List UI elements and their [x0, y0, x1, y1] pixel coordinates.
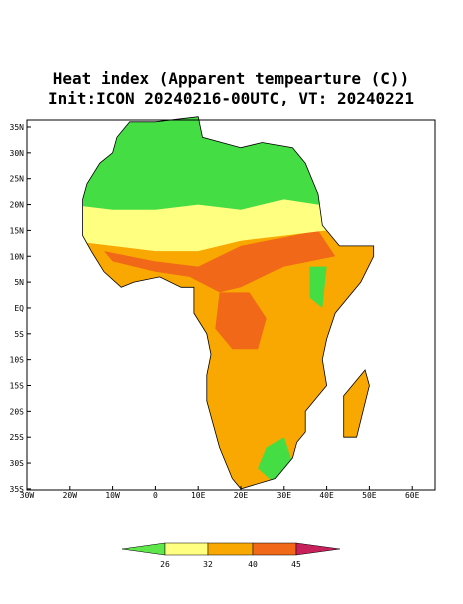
- coastline: [82, 116, 375, 490]
- colorbar-label: 32: [203, 560, 213, 569]
- lat-label: 30S: [10, 459, 25, 468]
- lat-label: 5N: [14, 278, 24, 287]
- region-hot: [104, 230, 336, 293]
- lon-label: 40E: [319, 491, 334, 500]
- lon-label: 30E: [277, 491, 292, 500]
- lat-label: 25N: [10, 175, 25, 184]
- lat-label: 20S: [10, 407, 25, 416]
- lon-label: 50E: [362, 491, 377, 500]
- map: [82, 116, 375, 490]
- land-fill: [82, 116, 374, 489]
- lat-label: 35N: [10, 123, 25, 132]
- lat-label: 20N: [10, 201, 25, 210]
- colorbar-yellow: [164, 542, 209, 556]
- lon-label: 60E: [405, 491, 420, 500]
- lon-label: 0: [153, 491, 158, 500]
- lat-label: 10N: [10, 252, 25, 261]
- lat-label: 30N: [10, 149, 25, 158]
- colorbar-green: [121, 542, 166, 556]
- colorbar-dark-orange: [252, 542, 297, 556]
- colorbar: [121, 542, 341, 556]
- lon-label: 30W: [20, 491, 35, 500]
- lat-label: 5S: [14, 330, 24, 339]
- lon-label: 10E: [191, 491, 206, 500]
- region-cool: [309, 266, 327, 308]
- map-frame: [26, 119, 436, 491]
- lon-label: 10W: [105, 491, 120, 500]
- colorbar-orange: [207, 542, 254, 556]
- colorbar-label: 45: [291, 560, 301, 569]
- lat-label: EQ: [14, 304, 24, 313]
- colorbar-red: [295, 542, 341, 556]
- lat-label: 10S: [10, 356, 25, 365]
- lat-label: 35S: [10, 485, 25, 494]
- region-cool: [82, 116, 374, 210]
- lat-label: 15S: [10, 382, 25, 391]
- lon-label: 20E: [234, 491, 249, 500]
- lon-label: 20W: [63, 491, 78, 500]
- colorbar-label: 26: [160, 560, 170, 569]
- lat-label: 15N: [10, 226, 25, 235]
- lat-label: 25S: [10, 433, 25, 442]
- title-line-1: Heat index (Apparent tempearture (C)): [53, 69, 409, 88]
- region-hot: [215, 292, 267, 350]
- title-line-2: Init:ICON 20240216-00UTC, VT: 20240221: [48, 89, 414, 108]
- colorbar-label: 40: [248, 560, 258, 569]
